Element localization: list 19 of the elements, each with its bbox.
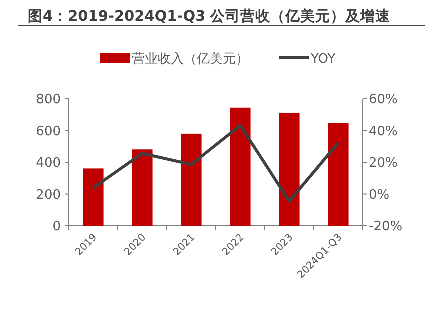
y2-tick-label: -20%: [369, 220, 403, 234]
legend-label: YOY: [310, 52, 336, 67]
bar: [328, 123, 349, 226]
y-tick-label: 800: [36, 92, 61, 108]
bar: [132, 150, 153, 226]
y-tick-label: 600: [36, 124, 61, 140]
y2-tick-label: 40%: [369, 124, 398, 140]
bar: [83, 168, 104, 226]
y-tick-label: 200: [36, 188, 61, 203]
y-tick-label: 400: [36, 156, 61, 171]
bar: [230, 108, 251, 226]
y2-tick-label: 60%: [369, 92, 398, 108]
bar: [181, 134, 202, 226]
y-tick-label: 0: [52, 220, 61, 234]
y2-tick-label: 0%: [369, 188, 390, 203]
chart-title: 图4：2019-2024Q1-Q3 公司营收（亿美元）及增速: [28, 7, 392, 25]
y2-tick-label: 20%: [369, 156, 398, 171]
legend-label: 营业收入（亿美元）: [132, 51, 249, 67]
bar: [279, 112, 300, 226]
